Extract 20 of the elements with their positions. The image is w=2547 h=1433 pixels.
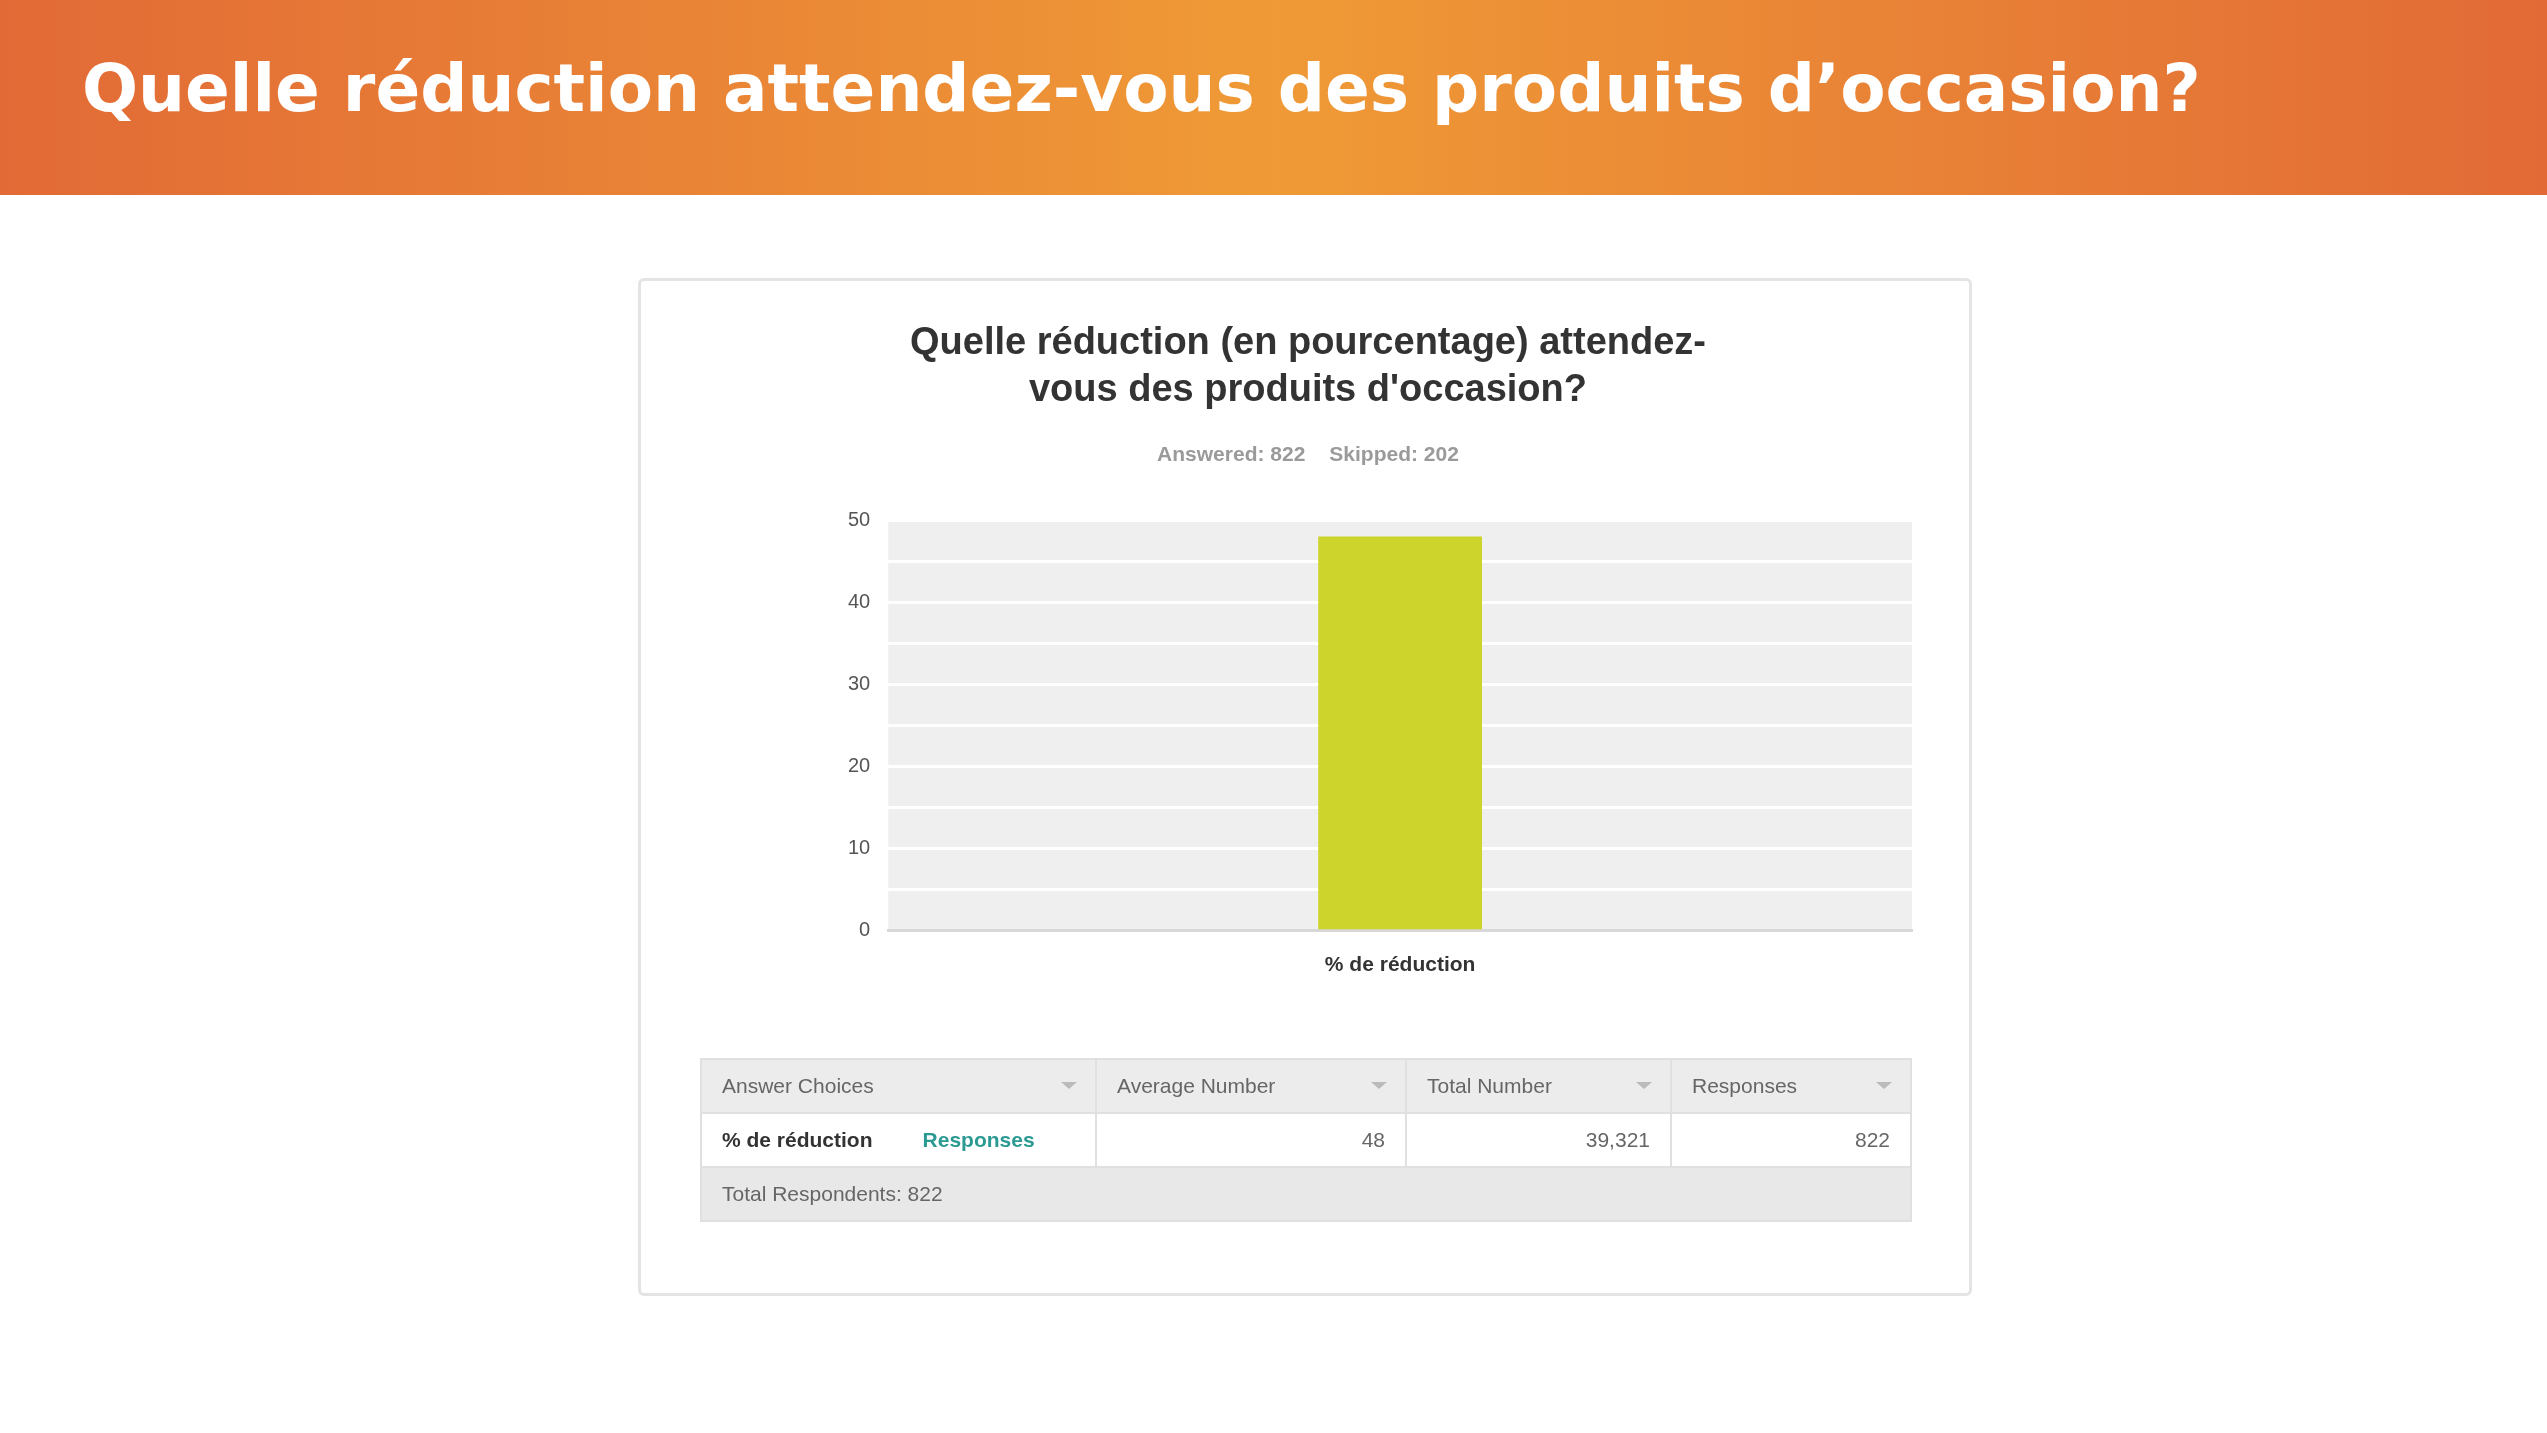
- chart-subtitle: Quelle réduction (en pourcentage) attendez-vous des produits d'occasion?: [909, 319, 1707, 411]
- text: 822: [1671, 1113, 1911, 1167]
- y-tick-label: 40: [848, 589, 871, 612]
- text: Answered: 822: [1157, 442, 1306, 465]
- text: Skipped: 202: [1329, 442, 1459, 465]
- y-tick-label: 10: [848, 836, 871, 859]
- y-tick-label: 50: [848, 507, 871, 530]
- y-tick-label: 30: [848, 671, 871, 694]
- text: Total Respondents: 822: [701, 1167, 1911, 1221]
- text: Average Number: [1096, 1059, 1406, 1113]
- category-label: % de réduction: [722, 1128, 873, 1151]
- y-tick-label: 20: [848, 754, 871, 776]
- text: Responses: [922, 1128, 1035, 1151]
- y-tick-label: 0: [859, 918, 871, 941]
- text: 48: [1096, 1113, 1406, 1167]
- text: Total Number: [1406, 1059, 1671, 1113]
- text: 39,321: [1406, 1113, 1671, 1167]
- text: Responses: [1671, 1059, 1911, 1113]
- text: Answer Choices: [701, 1059, 1096, 1113]
- chart-title: Quelle réduction attendez-vous des produits d’occasion?: [82, 50, 2201, 127]
